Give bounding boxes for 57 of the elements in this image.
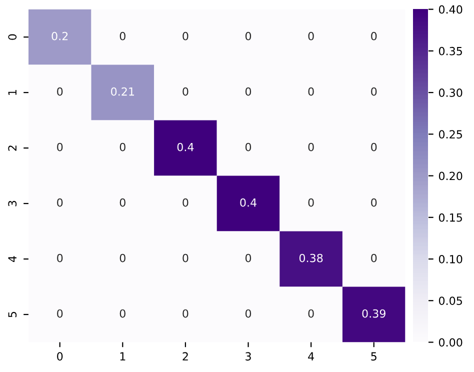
data-label: 0 — [308, 32, 314, 40]
color-bar-label: 0.15 — [438, 213, 462, 222]
x-tick-label: 1 — [120, 352, 126, 360]
color-bar-label: 0.10 — [438, 254, 462, 264]
data-label: 0 — [245, 142, 252, 152]
y-tick-label: 4 — [8, 256, 16, 262]
data-label: 0 — [120, 32, 126, 40]
data-label: 0 — [371, 198, 377, 207]
data-label: 0 — [57, 309, 63, 318]
data-label: 0 — [120, 142, 126, 152]
x-tick-label: 2 — [182, 352, 188, 360]
color-bar-label: 0.30 — [438, 88, 462, 97]
y-tick-label: 3 — [8, 200, 17, 206]
x-tick-label: 4 — [308, 352, 314, 360]
data-label: 0 — [57, 142, 63, 152]
data-label: 0.38 — [299, 254, 323, 262]
y-tick-label: 1 — [8, 90, 16, 95]
data-label: 0 — [182, 32, 188, 40]
data-label: 0.4 — [240, 198, 256, 207]
data-label: 0 — [371, 142, 377, 152]
data-label: 0 — [57, 198, 63, 207]
data-label: 0.4 — [177, 142, 194, 152]
color-bar-label: 0.05 — [438, 296, 462, 305]
data-label: 0 — [182, 198, 188, 207]
data-label: 0 — [308, 87, 314, 96]
data-label: 0 — [245, 254, 252, 262]
data-label: 0 — [245, 32, 252, 40]
data-label: 0.2 — [52, 32, 68, 40]
x-tick-label: 0 — [57, 352, 63, 361]
y-tick-label: 2 — [8, 146, 16, 151]
data-label: 0.39 — [362, 309, 386, 318]
data-label: 0 — [182, 309, 188, 318]
color-bar-label: 0.00 — [438, 338, 462, 347]
data-label: 0 — [308, 309, 314, 318]
data-label: 0 — [245, 309, 252, 318]
data-label: 0 — [371, 32, 377, 40]
color-bar-label: 0.25 — [438, 130, 462, 139]
data-label: 0 — [371, 87, 377, 96]
data-label: 0 — [57, 87, 63, 96]
data-label: 0 — [120, 198, 126, 207]
data-label: 0.21 — [111, 87, 134, 96]
data-label: 0 — [245, 87, 252, 96]
data-label: 0 — [371, 254, 377, 262]
data-label: 0 — [120, 309, 126, 318]
color-bar-label: 0.35 — [438, 46, 462, 56]
y-tick-label: 5 — [8, 312, 17, 318]
data-label: 0 — [57, 254, 63, 262]
x-tick-label: 5 — [371, 352, 376, 361]
x-tick-label: 3 — [246, 352, 251, 361]
color-bar-label: 0.40 — [438, 5, 462, 14]
y-tick-label: 0 — [8, 34, 17, 40]
data-label: 0 — [308, 198, 314, 207]
data-label: 0 — [120, 254, 126, 262]
data-label: 0 — [182, 87, 188, 96]
data-label: 0 — [182, 254, 188, 262]
color-bar-label: 0.20 — [438, 172, 462, 180]
data-label: 0 — [308, 142, 314, 152]
